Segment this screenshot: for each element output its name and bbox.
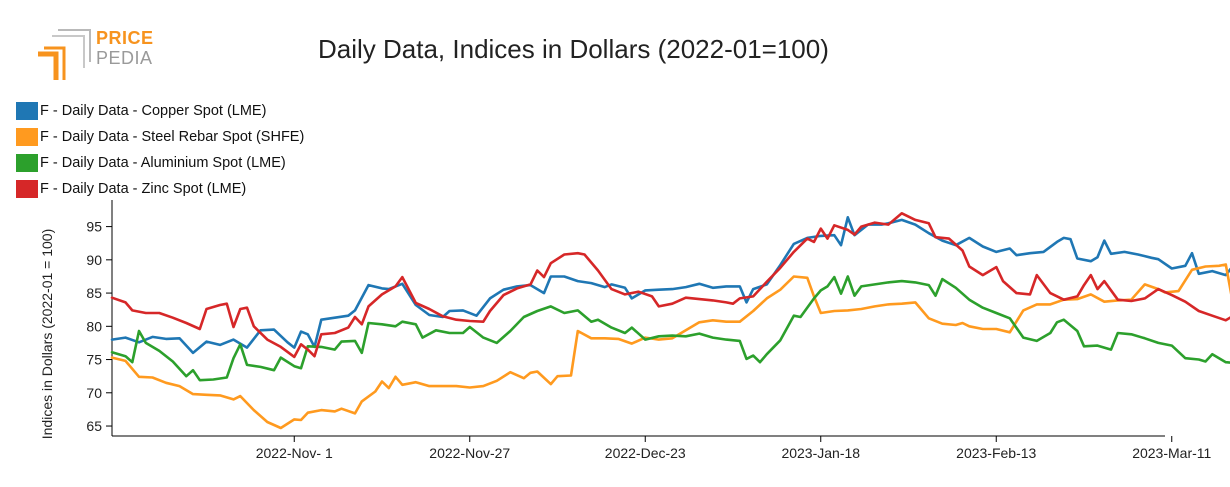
x-tick-label: 2023-Mar-11 (1132, 445, 1211, 461)
series-line-1 (110, 263, 1230, 430)
legend-label-aluminium: F - Daily Data - Aluminium Spot (LME) (40, 155, 286, 171)
series-line-3 (110, 212, 1230, 359)
x-tick-label: 2022-Nov-27 (429, 445, 510, 461)
series-line-2 (110, 275, 1230, 382)
logo-mark-icon (38, 29, 91, 80)
logo-text-price: PRICE (96, 28, 154, 48)
legend-swatch-copper (16, 102, 38, 120)
legend-label-steel-rebar: F - Daily Data - Steel Rebar Spot (SHFE) (40, 129, 305, 145)
y-tick-label: 95 (86, 219, 102, 235)
legend-item-copper[interactable]: F - Daily Data - Copper Spot (LME) (16, 98, 304, 124)
x-tick-label: 2022-Dec-23 (605, 445, 686, 461)
series-line-0 (110, 216, 1230, 355)
y-axis-label: Indices in Dollars (2022-01 = 100) (39, 229, 55, 440)
chart-title: Daily Data, Indices in Dollars (2022-01=… (318, 34, 829, 64)
legend-item-steel-rebar[interactable]: F - Daily Data - Steel Rebar Spot (SHFE) (16, 124, 304, 150)
y-tick-label: 65 (86, 418, 102, 434)
y-tick-label: 85 (86, 285, 102, 301)
legend-label-zinc: F - Daily Data - Zinc Spot (LME) (40, 181, 247, 197)
x-tick-label: 2023-Feb-13 (956, 445, 1036, 461)
legend-label-copper: F - Daily Data - Copper Spot (LME) (40, 103, 267, 119)
legend: F - Daily Data - Copper Spot (LME) F - D… (16, 98, 304, 202)
y-tick-label: 90 (86, 252, 102, 268)
legend-item-zinc[interactable]: F - Daily Data - Zinc Spot (LME) (16, 176, 304, 202)
logo-text-pedia: PEDIA (96, 48, 153, 68)
legend-swatch-steel-rebar (16, 128, 38, 146)
y-tick-label: 80 (86, 318, 102, 334)
legend-item-aluminium[interactable]: F - Daily Data - Aluminium Spot (LME) (16, 150, 304, 176)
x-tick-label: 2022-Nov- 1 (256, 445, 333, 461)
legend-swatch-zinc (16, 180, 38, 198)
x-tick-label: 2023-Jan-18 (781, 445, 860, 461)
y-tick-label: 70 (86, 385, 102, 401)
y-tick-label: 75 (86, 352, 102, 368)
pricepedia-logo: PRICE PEDIA (36, 24, 176, 84)
legend-swatch-aluminium (16, 154, 38, 172)
